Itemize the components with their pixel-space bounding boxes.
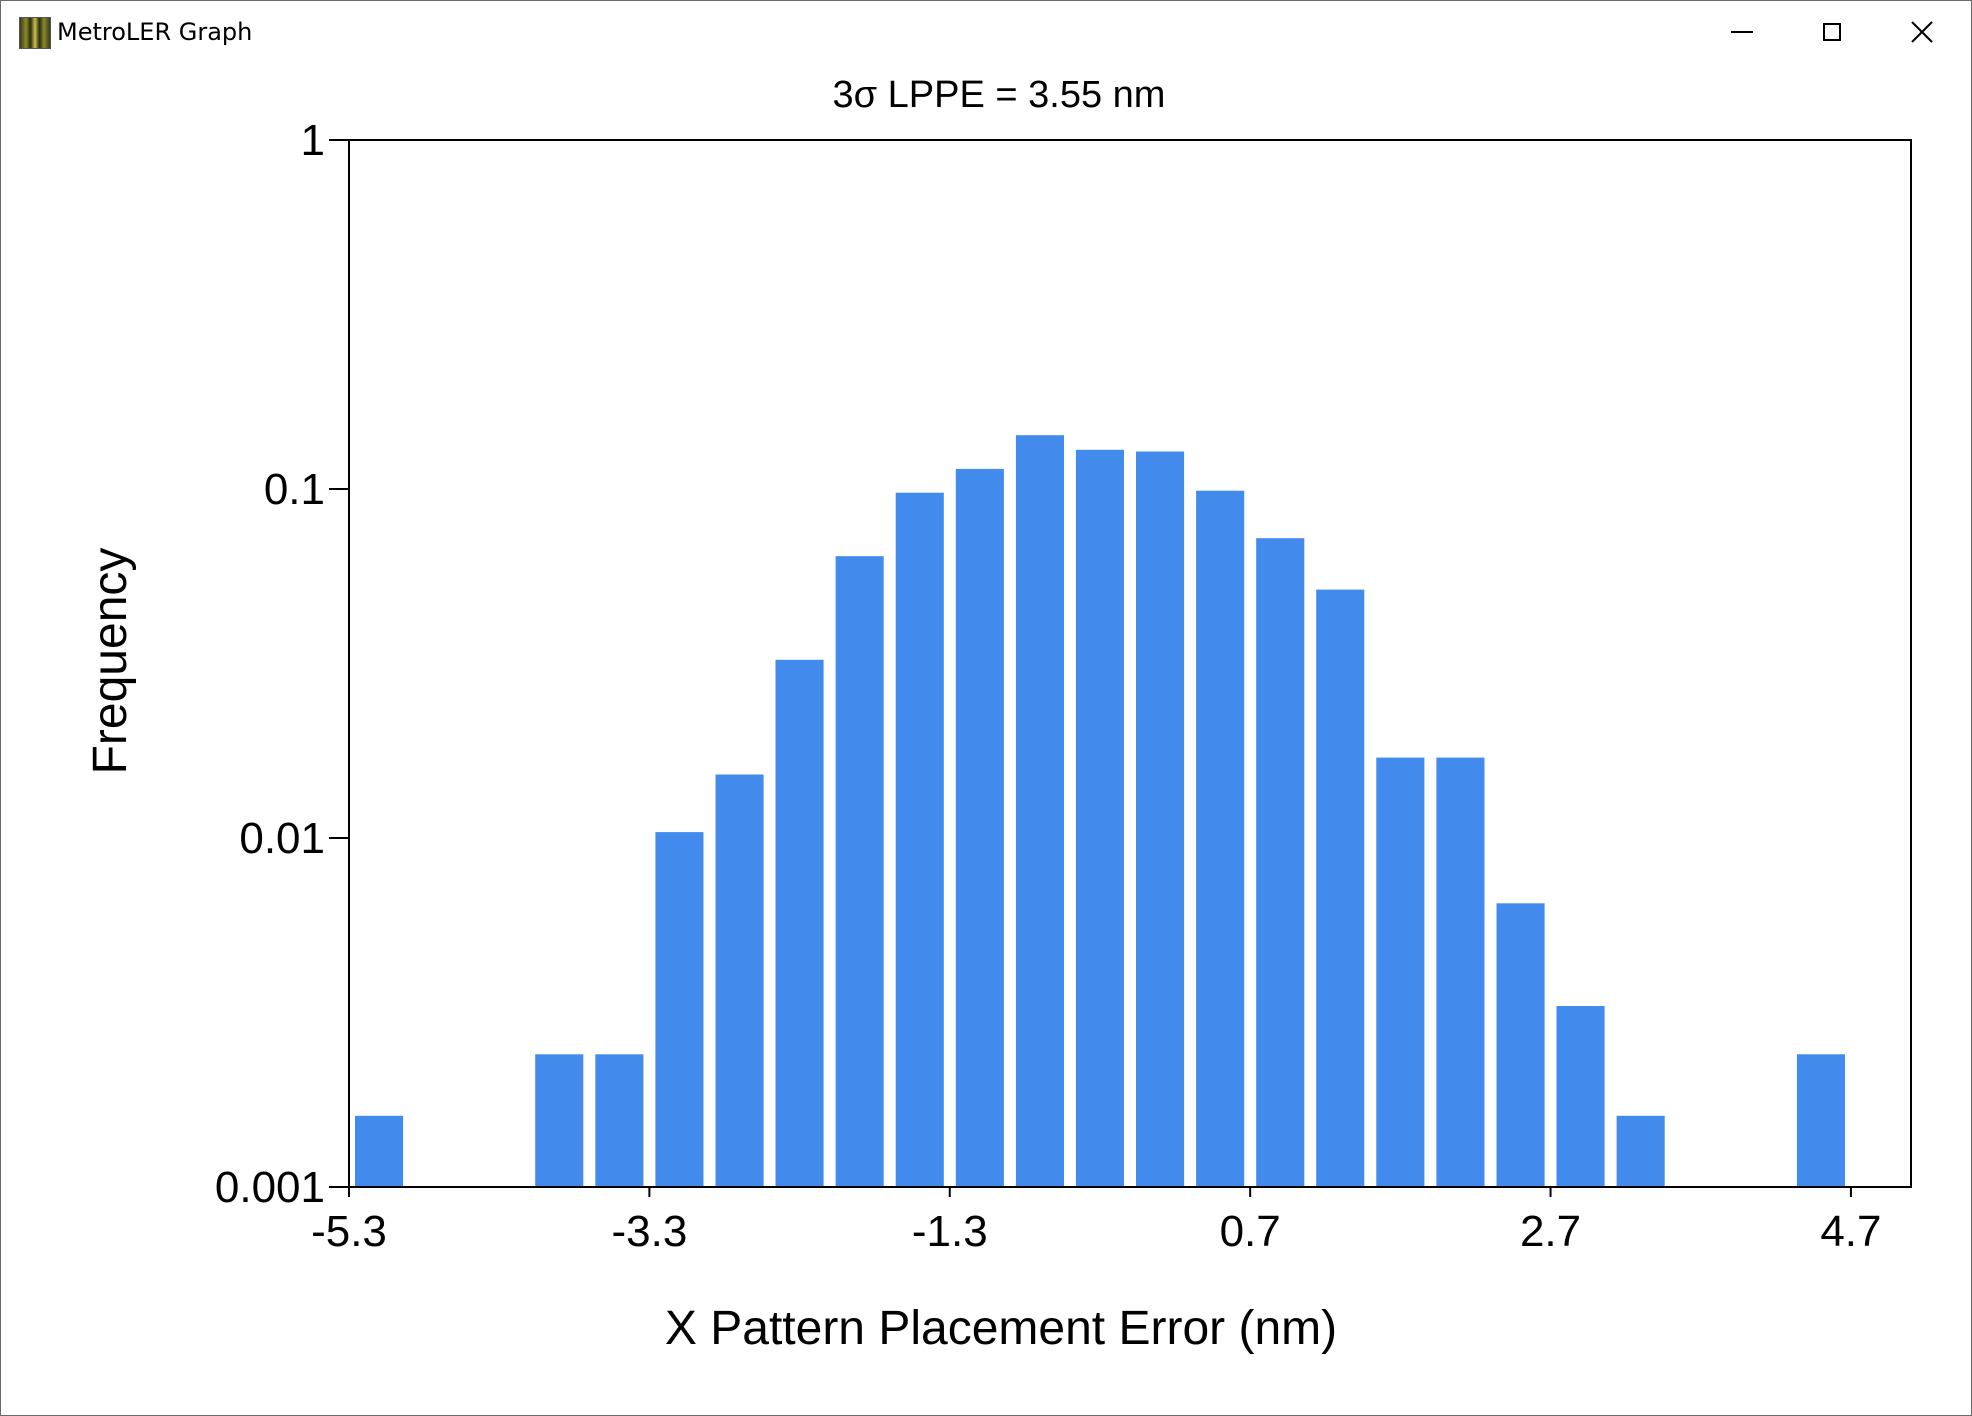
histogram-bar <box>715 774 764 1187</box>
y-tick-label: 1 <box>301 116 325 165</box>
chart-title: 3σ LPPE = 3.55 nm <box>833 74 1166 116</box>
histogram-bar <box>355 1115 404 1187</box>
y-tick-label: 0.01 <box>239 814 325 863</box>
histogram-bar <box>535 1054 584 1187</box>
window-title: MetroLER Graph <box>57 18 253 46</box>
maximize-icon <box>1823 23 1841 41</box>
x-tick-label: -3.3 <box>611 1207 687 1256</box>
histogram-bar <box>1436 757 1485 1187</box>
title-bar[interactable]: MetroLER Graph <box>1 1 1971 63</box>
plot-frame <box>348 139 1912 1188</box>
histogram-bar <box>1796 1054 1845 1187</box>
close-icon <box>1911 21 1933 43</box>
maximize-button[interactable] <box>1787 1 1877 63</box>
histogram-bar <box>835 556 884 1187</box>
x-tick-label: 0.7 <box>1220 1207 1281 1256</box>
minimize-button[interactable] <box>1697 1 1787 63</box>
axes-group: -5.3 -3.3 -1.3 0.7 2.7 4.7 1 0.1 0.01 0.001 <box>215 116 1912 1256</box>
x-axis-label: X Pattern Placement Error (nm) <box>665 1302 1337 1355</box>
x-tick-label: 4.7 <box>1820 1207 1881 1256</box>
histogram-bar <box>775 659 824 1187</box>
x-tick-label: 2.7 <box>1520 1207 1581 1256</box>
histogram-bar <box>1376 757 1425 1187</box>
minimize-icon <box>1731 31 1753 33</box>
histogram-bar <box>655 832 704 1187</box>
histogram-bar <box>1256 538 1305 1187</box>
x-tick-label: -5.3 <box>311 1207 387 1256</box>
close-button[interactable] <box>1877 1 1967 63</box>
histogram-bar <box>955 468 1004 1187</box>
y-axis-label: Frequency <box>84 548 137 775</box>
histogram-bar <box>1616 1115 1665 1187</box>
histogram-bar <box>1015 435 1064 1187</box>
histogram-bar <box>1136 451 1185 1187</box>
y-tick-label: 0.001 <box>215 1163 325 1212</box>
x-tick-label: -1.3 <box>912 1207 988 1256</box>
histogram-bar <box>895 492 944 1187</box>
app-icon <box>19 17 51 49</box>
histogram-bar <box>1316 589 1365 1187</box>
y-tick-label: 0.1 <box>264 465 325 514</box>
histogram-bar <box>1075 449 1124 1187</box>
histogram-bar <box>595 1054 644 1187</box>
histogram-bar <box>1496 903 1545 1187</box>
histogram-bar <box>1196 490 1245 1187</box>
histogram-bar <box>1556 1006 1605 1187</box>
bars-group <box>355 435 1845 1187</box>
